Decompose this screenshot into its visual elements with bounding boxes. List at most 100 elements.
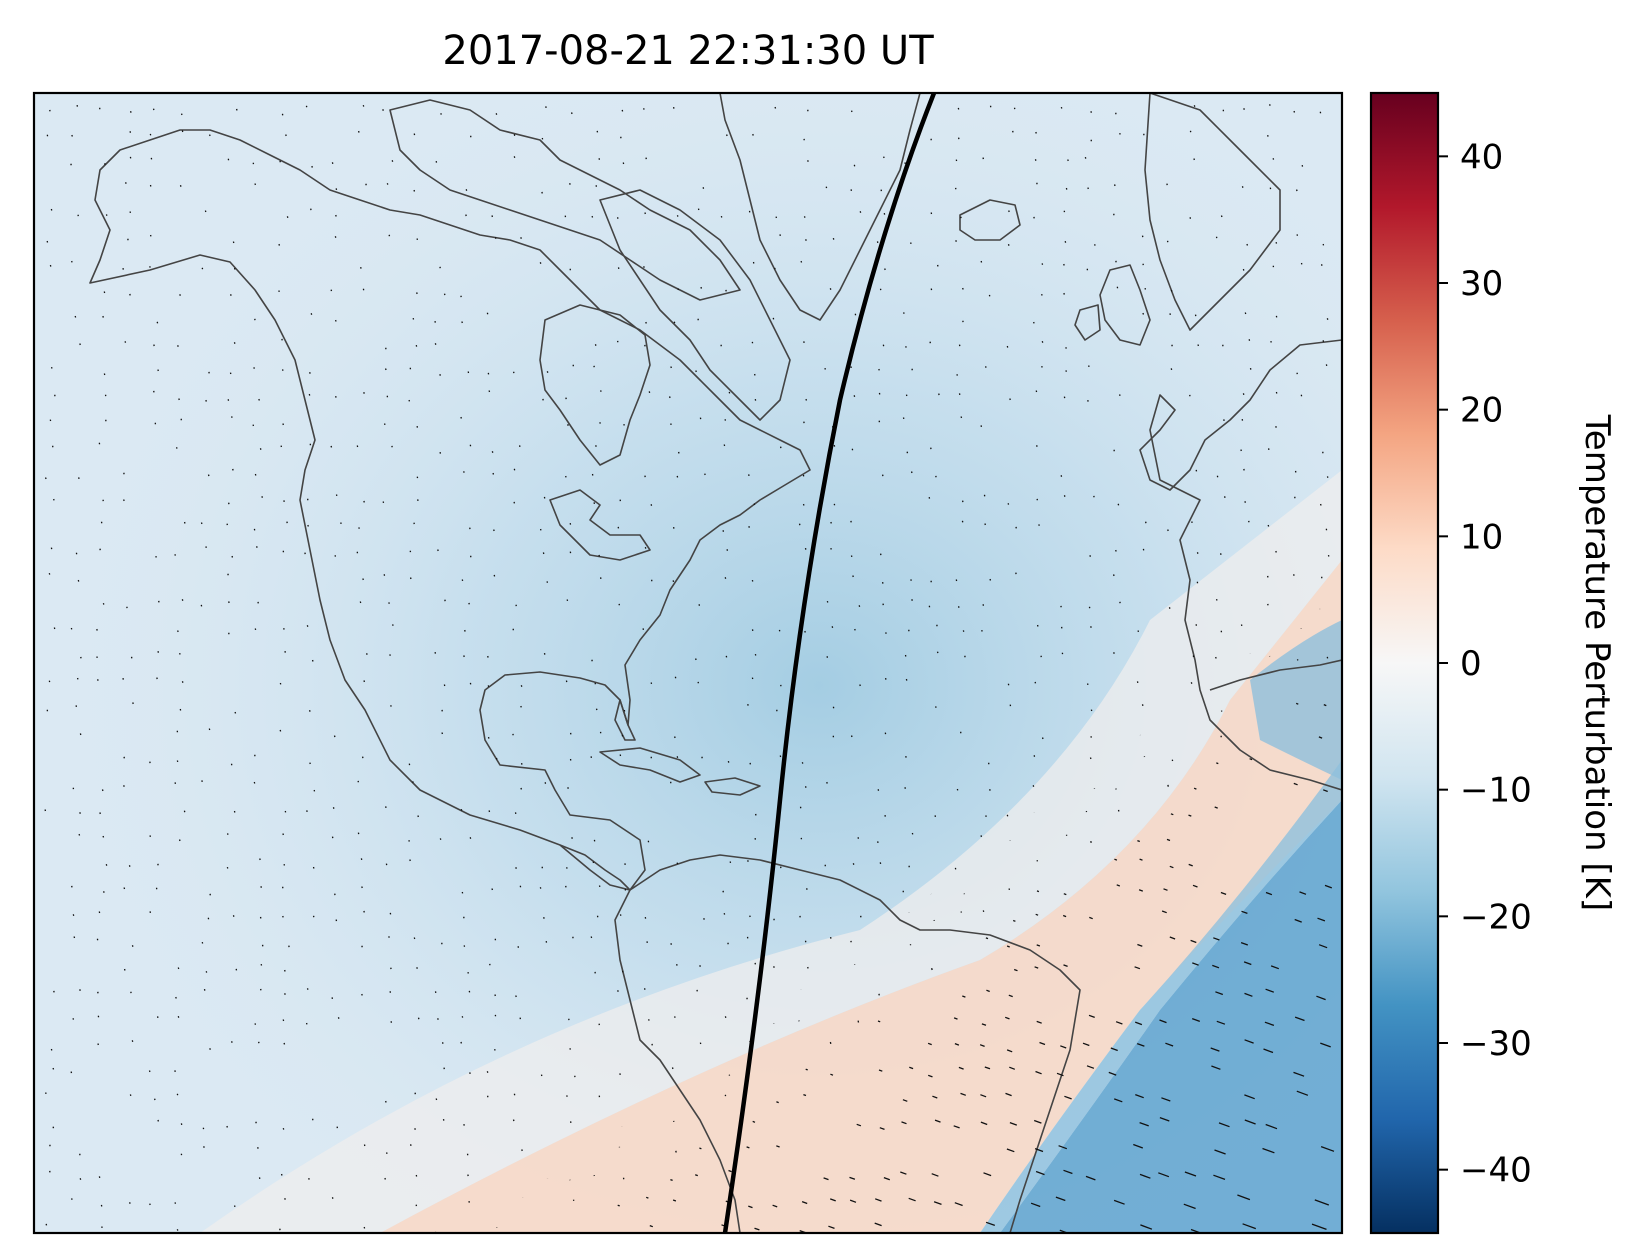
wind-vector [1170, 813, 1174, 816]
wind-vector [1113, 1199, 1125, 1205]
coastline-hudson-bay [539, 304, 651, 466]
wind-vector [1314, 1199, 1330, 1206]
wind-vector [1212, 964, 1220, 969]
wind-vector [954, 1042, 960, 1046]
wind-vector [953, 1125, 960, 1129]
wind-vector [1241, 910, 1248, 915]
wind-vector [1034, 966, 1039, 969]
wind-vector [801, 1200, 808, 1205]
wind-vector [1035, 1170, 1045, 1176]
wind-vector [979, 1044, 985, 1048]
colorbar-tick-label: −10 [1460, 771, 1532, 811]
wind-vector [1055, 1196, 1066, 1202]
wind-vector [1216, 762, 1219, 765]
wind-vector [1218, 1122, 1230, 1128]
wind-vector [874, 1198, 882, 1202]
wind-vector [1086, 1065, 1095, 1069]
wind-vector [1322, 789, 1328, 793]
coastline-arctic-islands [389, 99, 741, 301]
wind-vector [1110, 1047, 1118, 1052]
wind-vector [1220, 891, 1227, 896]
wind-vector [1161, 910, 1167, 914]
wind-vector [1169, 865, 1174, 869]
wind-vector [1318, 736, 1323, 739]
colorbar-label: Temperature Perturbation [K] [1577, 414, 1617, 911]
wind-vector [909, 1066, 914, 1070]
wind-vector [1063, 893, 1067, 896]
cool-anomaly-east [1250, 620, 1342, 780]
colorbar-tick-label: −40 [1460, 1151, 1532, 1191]
wind-vector [1320, 1145, 1335, 1152]
wind-vector [1035, 913, 1039, 916]
wind-vector [1237, 1194, 1251, 1201]
wind-vector [1134, 966, 1141, 970]
coastline-greenland [719, 93, 921, 321]
wind-vector [1004, 1016, 1010, 1020]
wind-vector [1214, 1149, 1226, 1155]
wind-vector [933, 1201, 942, 1206]
wind-vector [1136, 1042, 1145, 1047]
wind-vector [1262, 1147, 1275, 1154]
wind-vector [1214, 806, 1218, 809]
wind-vector [649, 1224, 654, 1228]
wind-vector [1324, 884, 1333, 889]
wind-vector [776, 1101, 779, 1104]
wind-vector [1244, 992, 1253, 997]
wind-vector [805, 1068, 808, 1071]
wind-vector [927, 1074, 933, 1078]
wind-vector [776, 1145, 780, 1148]
wind-vector [908, 1197, 916, 1202]
wind-vector [962, 995, 966, 998]
wind-vector [1089, 916, 1093, 920]
wind-vector [823, 1177, 829, 1181]
coastline-scandinavia [1144, 93, 1281, 331]
wind-vector [1036, 890, 1040, 893]
wind-vector [1293, 1071, 1305, 1077]
wind-vector [1036, 1020, 1042, 1024]
coastline-south-america [614, 854, 1081, 1233]
wind-vector [1116, 884, 1121, 887]
wind-vector [1249, 758, 1253, 761]
wind-vector [986, 989, 990, 993]
wind-vector [1299, 891, 1307, 895]
wind-vector [1244, 1094, 1255, 1100]
wind-vector [1139, 1173, 1151, 1179]
wind-vector [1184, 1171, 1197, 1177]
wind-vector [829, 1198, 836, 1202]
wind-vector [1082, 1042, 1090, 1047]
cool-anomaly-southeast-edge [980, 760, 1342, 1233]
wind-vector [670, 1178, 673, 1182]
wind-vector [1320, 1042, 1331, 1048]
wind-vector [1108, 1071, 1117, 1076]
wind-vector [849, 1176, 856, 1180]
wind-vector [754, 1227, 760, 1231]
wind-vector [1323, 703, 1327, 707]
wind-vector [1240, 941, 1249, 946]
wind-vector [1009, 1066, 1016, 1070]
coastline-baffin [599, 189, 791, 421]
wind-vector [699, 1147, 702, 1150]
wind-vector [645, 1196, 649, 1199]
wind-vector [1190, 1228, 1203, 1233]
wind-vector [1213, 937, 1220, 941]
colorbar-tick-label: 30 [1460, 264, 1503, 304]
wind-vector [960, 1092, 967, 1096]
coastline-ireland [1074, 304, 1101, 341]
wind-vector [828, 1225, 835, 1230]
wind-vector [1183, 1203, 1196, 1210]
wind-vector [1138, 889, 1144, 892]
wind-vector [1030, 1202, 1041, 1208]
wind-vector [1296, 1090, 1309, 1096]
wind-vector [1270, 965, 1280, 970]
wind-vector [1035, 1070, 1042, 1075]
wind-vector [1005, 1092, 1012, 1097]
wind-vector [1034, 1147, 1044, 1153]
wind-vector [1169, 936, 1176, 940]
coastline-great-lakes [549, 489, 651, 561]
cool-anomaly-southeast [1000, 800, 1342, 1233]
wind-vector [980, 1121, 988, 1126]
wind-vector [1166, 838, 1171, 842]
wind-vector [1140, 1224, 1153, 1230]
wind-vector [1263, 1048, 1274, 1054]
wind-vector [1244, 1119, 1256, 1125]
